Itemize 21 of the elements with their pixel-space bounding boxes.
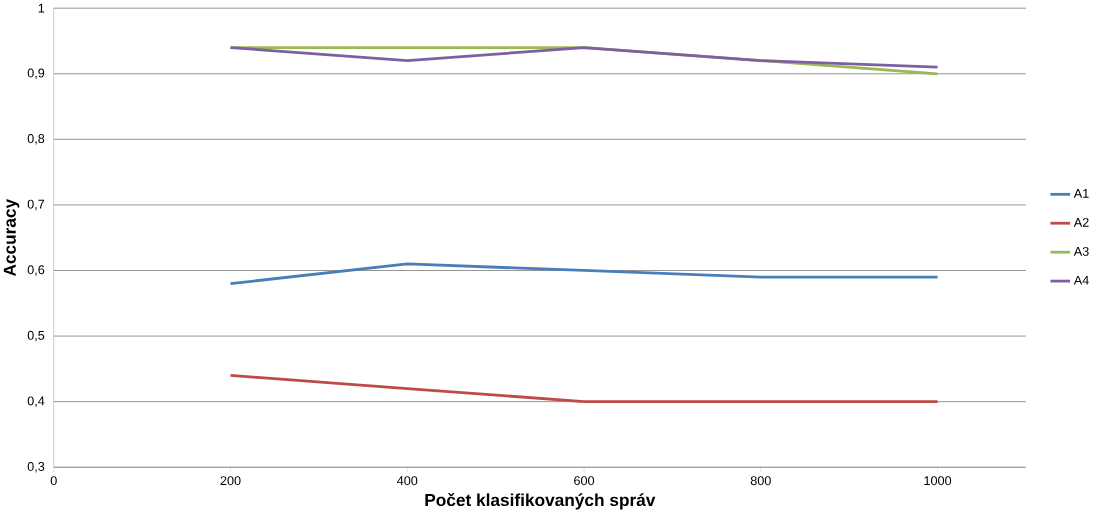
y-tick-label: 0,4 <box>27 396 45 407</box>
legend-label: A1 <box>1073 188 1089 198</box>
x-tick-label: 600 <box>574 476 595 485</box>
x-tick-label: 1000 <box>924 476 952 485</box>
y-tick-label: 0,8 <box>27 133 45 145</box>
y-tick-label: 0,5 <box>27 330 45 342</box>
y-tick-label: 0,3 <box>27 461 45 473</box>
y-tick-label: 1 <box>38 3 45 13</box>
x-axis-title: Počet klasifikovaných správ <box>425 492 656 510</box>
y-tick-label: 0,6 <box>27 265 45 276</box>
y-tick-label: 0,7 <box>27 199 45 210</box>
line-series <box>229 262 939 285</box>
legend-label: A2 <box>1073 217 1089 227</box>
x-tick-label: 400 <box>397 476 418 485</box>
legend-label: A4 <box>1073 275 1089 285</box>
x-tick-label: 0 <box>50 476 57 485</box>
x-tick-label: 800 <box>750 476 771 485</box>
y-axis-title: Accuracy <box>3 198 20 276</box>
y-tick-label: 0,9 <box>27 68 45 79</box>
x-tick-label: 200 <box>220 476 241 485</box>
legend-label: A3 <box>1073 246 1089 256</box>
